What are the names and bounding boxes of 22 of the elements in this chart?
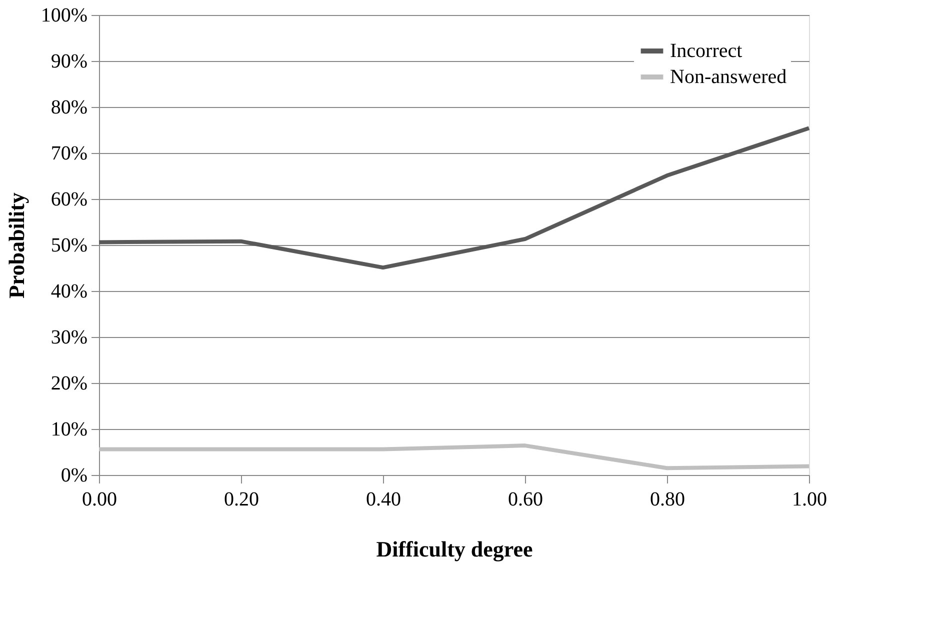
y-tick-label: 60% bbox=[50, 188, 88, 210]
y-tick-label: 30% bbox=[50, 326, 88, 348]
legend-label: Incorrect bbox=[670, 40, 743, 62]
x-tick-label: 0.40 bbox=[366, 488, 401, 510]
y-tick-label: 10% bbox=[50, 418, 88, 440]
y-axis-title: Probability bbox=[4, 192, 29, 298]
x-tick-label: 0.00 bbox=[82, 488, 117, 510]
y-tick-label: 20% bbox=[50, 372, 88, 394]
y-tick-label: 80% bbox=[50, 96, 88, 118]
x-tick-label: 0.20 bbox=[224, 488, 259, 510]
x-tick-label: 0.60 bbox=[508, 488, 543, 510]
line-series bbox=[97, 444, 811, 470]
y-tick-label: 90% bbox=[50, 50, 88, 72]
y-tick-label: 70% bbox=[50, 142, 88, 164]
x-tick-label: 1.00 bbox=[792, 488, 827, 510]
y-tick-label: 0% bbox=[60, 464, 88, 486]
legend-label: Non-answered bbox=[670, 66, 787, 88]
x-tick-label: 0.80 bbox=[650, 488, 685, 510]
y-tick-label: 50% bbox=[50, 234, 88, 256]
x-axis-title: Difficulty degree bbox=[376, 536, 534, 562]
y-tick-label: 40% bbox=[50, 280, 88, 302]
y-tick-label: 100% bbox=[40, 4, 88, 26]
